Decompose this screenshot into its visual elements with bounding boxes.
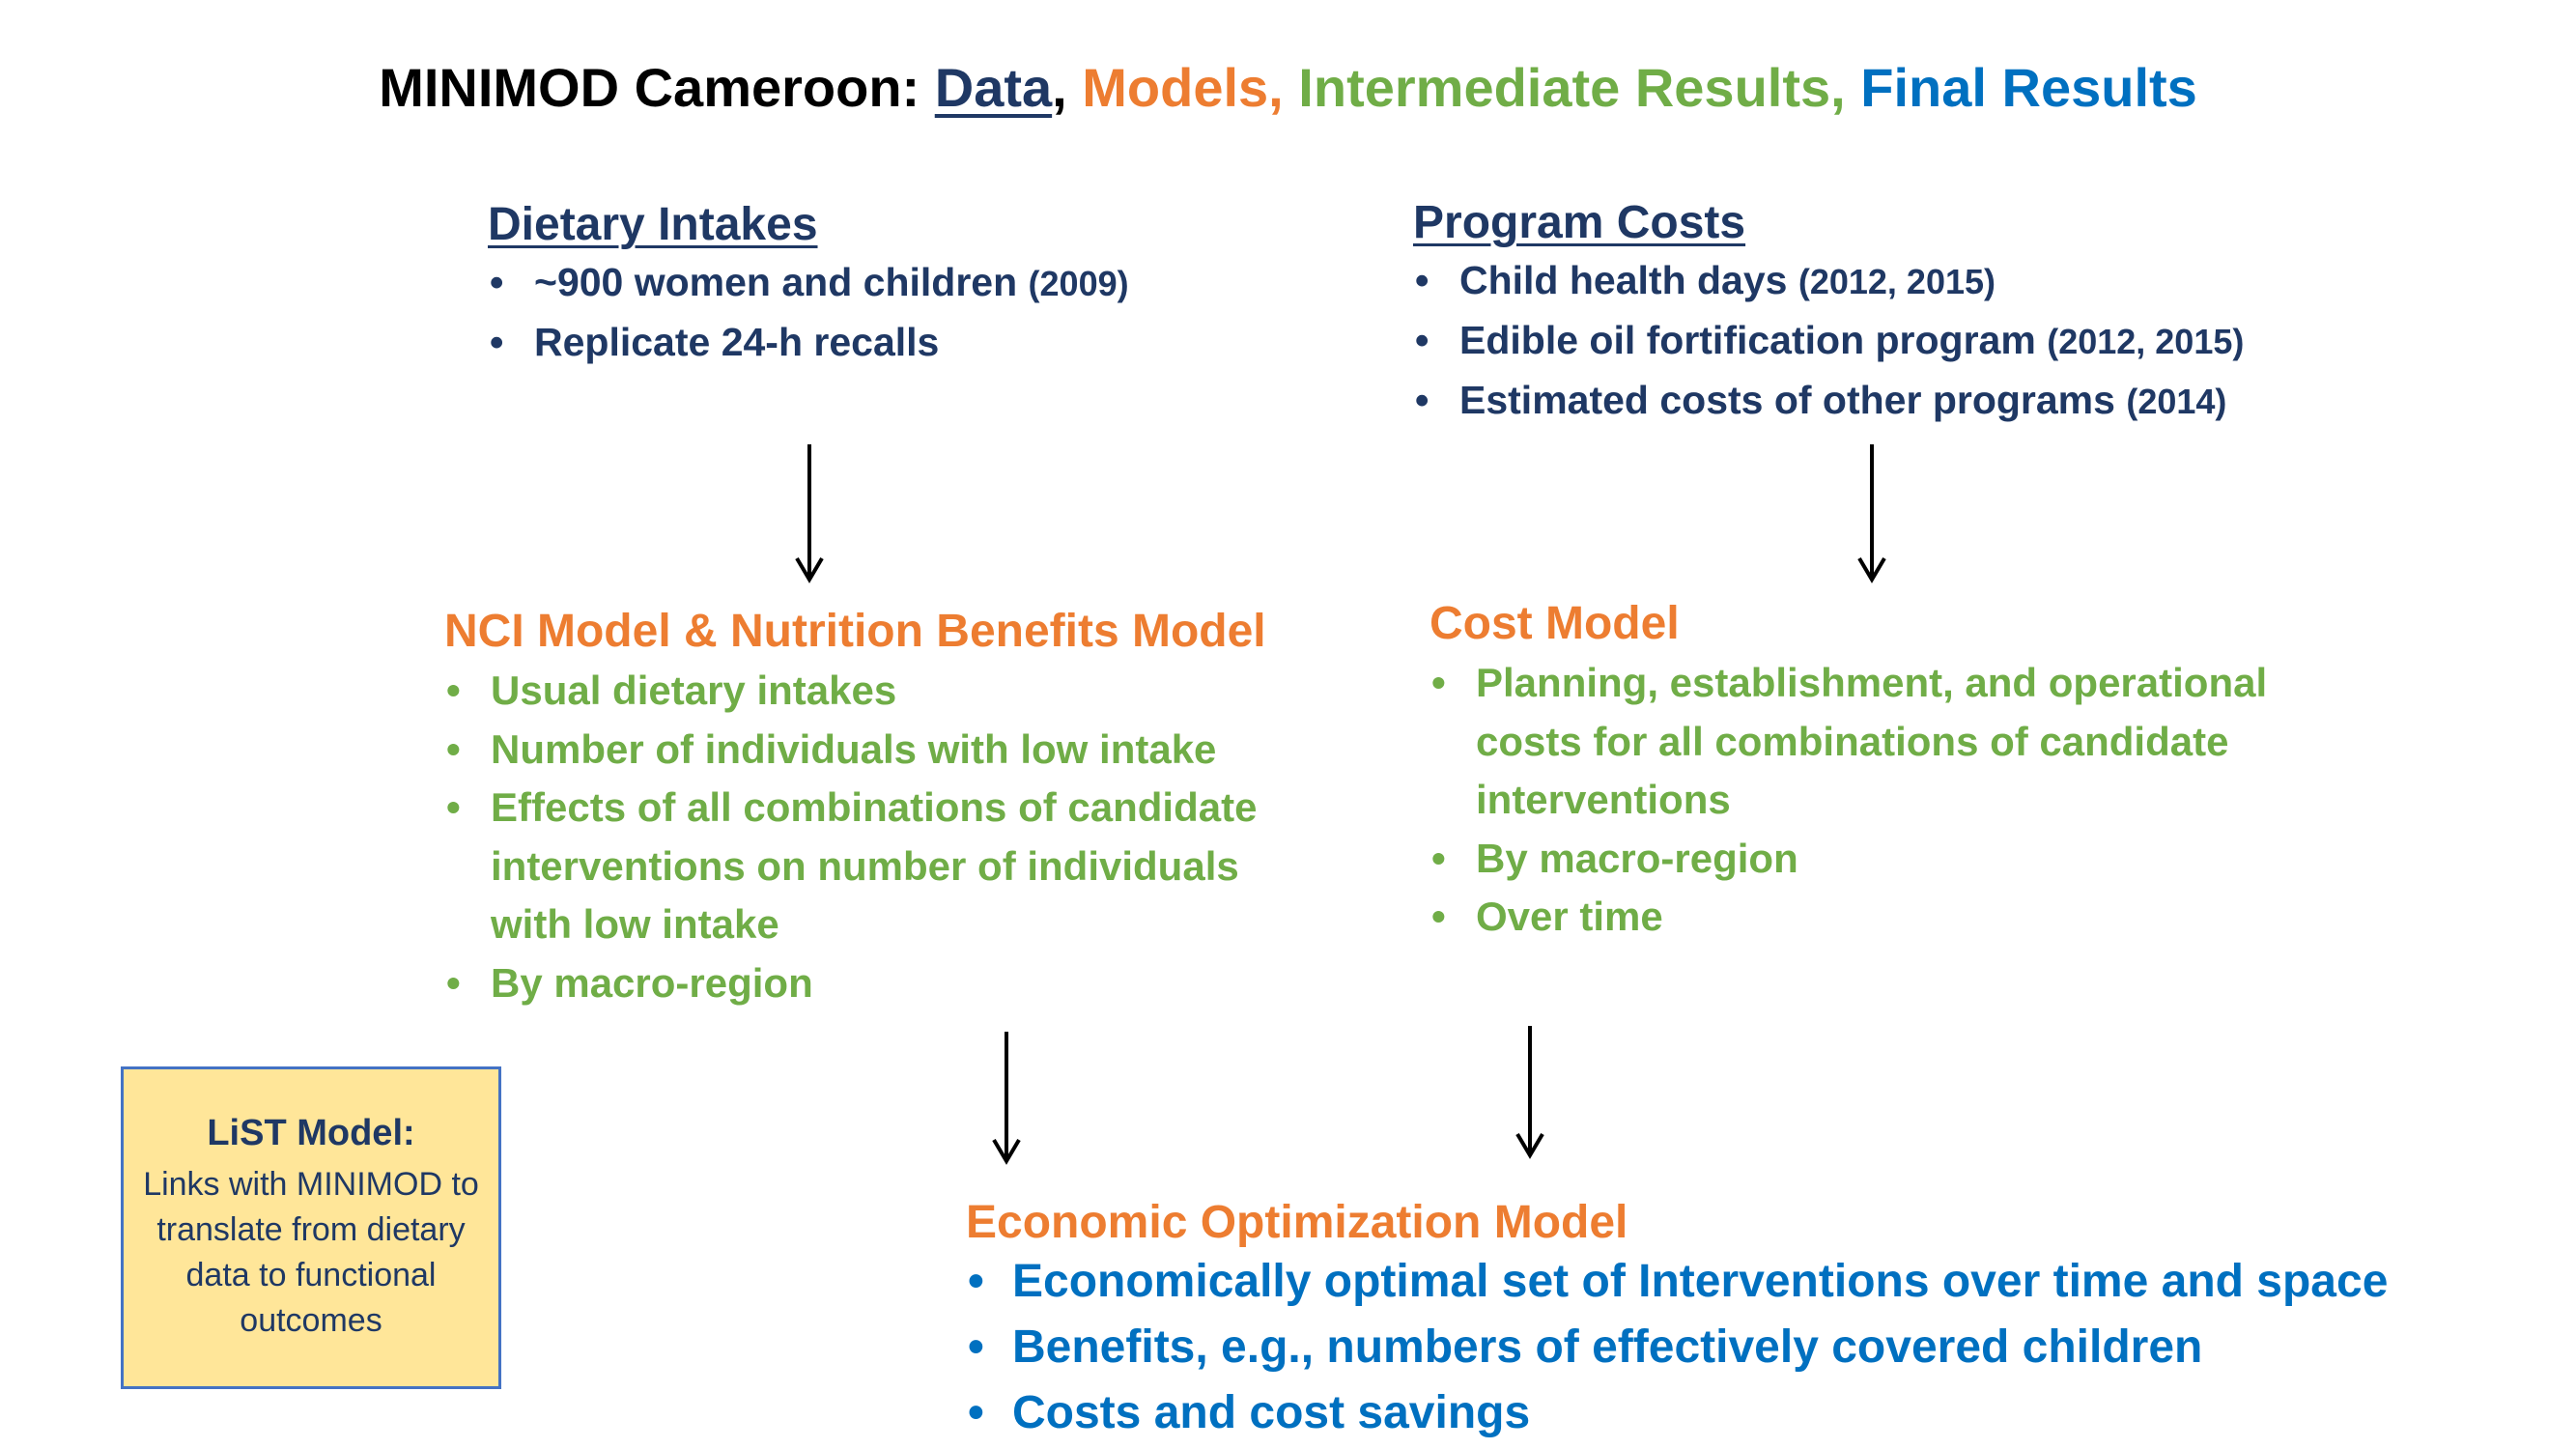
list-item: Effects of all combinations of candidate… — [444, 779, 1294, 954]
dietary-intakes-heading: Dietary Intakes — [488, 199, 818, 250]
list-item: Benefits, e.g., numbers of effectively c… — [966, 1315, 2388, 1380]
title-data: Data — [934, 57, 1053, 118]
arrow-down-icon — [795, 444, 824, 583]
list-item: Economically optimal set of Intervention… — [966, 1249, 2388, 1315]
list-model-body: Links with MINIMOD to translate from die… — [143, 1165, 479, 1339]
arrow-down-icon — [992, 1032, 1021, 1165]
nci-model-list: Usual dietary intakes Number of individu… — [444, 662, 1294, 1012]
economic-model-list: Economically optimal set of Intervention… — [966, 1249, 2388, 1446]
title-intermediate: Intermediate Results, — [1298, 57, 1861, 118]
nci-model-section: NCI Model & Nutrition Benefits Model Usu… — [444, 605, 1333, 1012]
arrow-down-icon — [1857, 444, 1886, 583]
list-item: Usual dietary intakes — [444, 662, 1294, 721]
list-item: Replicate 24-h recalls — [488, 313, 1129, 372]
program-costs-list: Child health days (2012, 2015) Edible oi… — [1413, 251, 2244, 431]
title-final: Final Results — [1860, 57, 2197, 118]
page-title: MINIMOD Cameroon: Data, Models, Intermed… — [0, 56, 2576, 119]
cost-model-heading: Cost Model — [1430, 598, 1680, 649]
economic-model-section: Economic Optimization Model Economically… — [966, 1196, 2388, 1446]
title-separator: , — [1052, 57, 1083, 118]
list-item: Planning, establishment, and operational… — [1430, 654, 2328, 830]
title-models: Models, — [1082, 57, 1299, 118]
dietary-intakes-list: ~900 women and children (2009) Replicate… — [488, 253, 1129, 372]
list-item: Costs and cost savings — [966, 1380, 2388, 1446]
list-item: By macro-region — [1430, 830, 2328, 889]
dietary-intakes-section: Dietary Intakes ~900 women and children … — [488, 198, 1129, 372]
list-model-title: LiST Model: — [207, 1112, 415, 1153]
list-item: Estimated costs of other programs (2014) — [1413, 371, 2244, 431]
list-item: By macro-region — [444, 954, 1294, 1013]
nci-model-heading: NCI Model & Nutrition Benefits Model — [444, 606, 1266, 657]
list-item: Number of individuals with low intake — [444, 721, 1294, 780]
list-item: ~900 women and children (2009) — [488, 253, 1129, 313]
list-item: Edible oil fortification program (2012, … — [1413, 311, 2244, 371]
cost-model-list: Planning, establishment, and operational… — [1430, 654, 2328, 947]
list-model-box: LiST Model: Links with MINIMOD to transl… — [121, 1066, 501, 1389]
cost-model-section: Cost Model Planning, establishment, and … — [1430, 597, 2357, 947]
title-prefix: MINIMOD Cameroon: — [379, 57, 935, 118]
arrow-down-icon — [1515, 1026, 1544, 1159]
program-costs-section: Program Costs Child health days (2012, 2… — [1413, 196, 2244, 431]
economic-model-heading: Economic Optimization Model — [966, 1197, 1628, 1248]
list-item: Child health days (2012, 2015) — [1413, 251, 2244, 311]
program-costs-heading: Program Costs — [1413, 197, 1746, 248]
list-item: Over time — [1430, 888, 2328, 947]
